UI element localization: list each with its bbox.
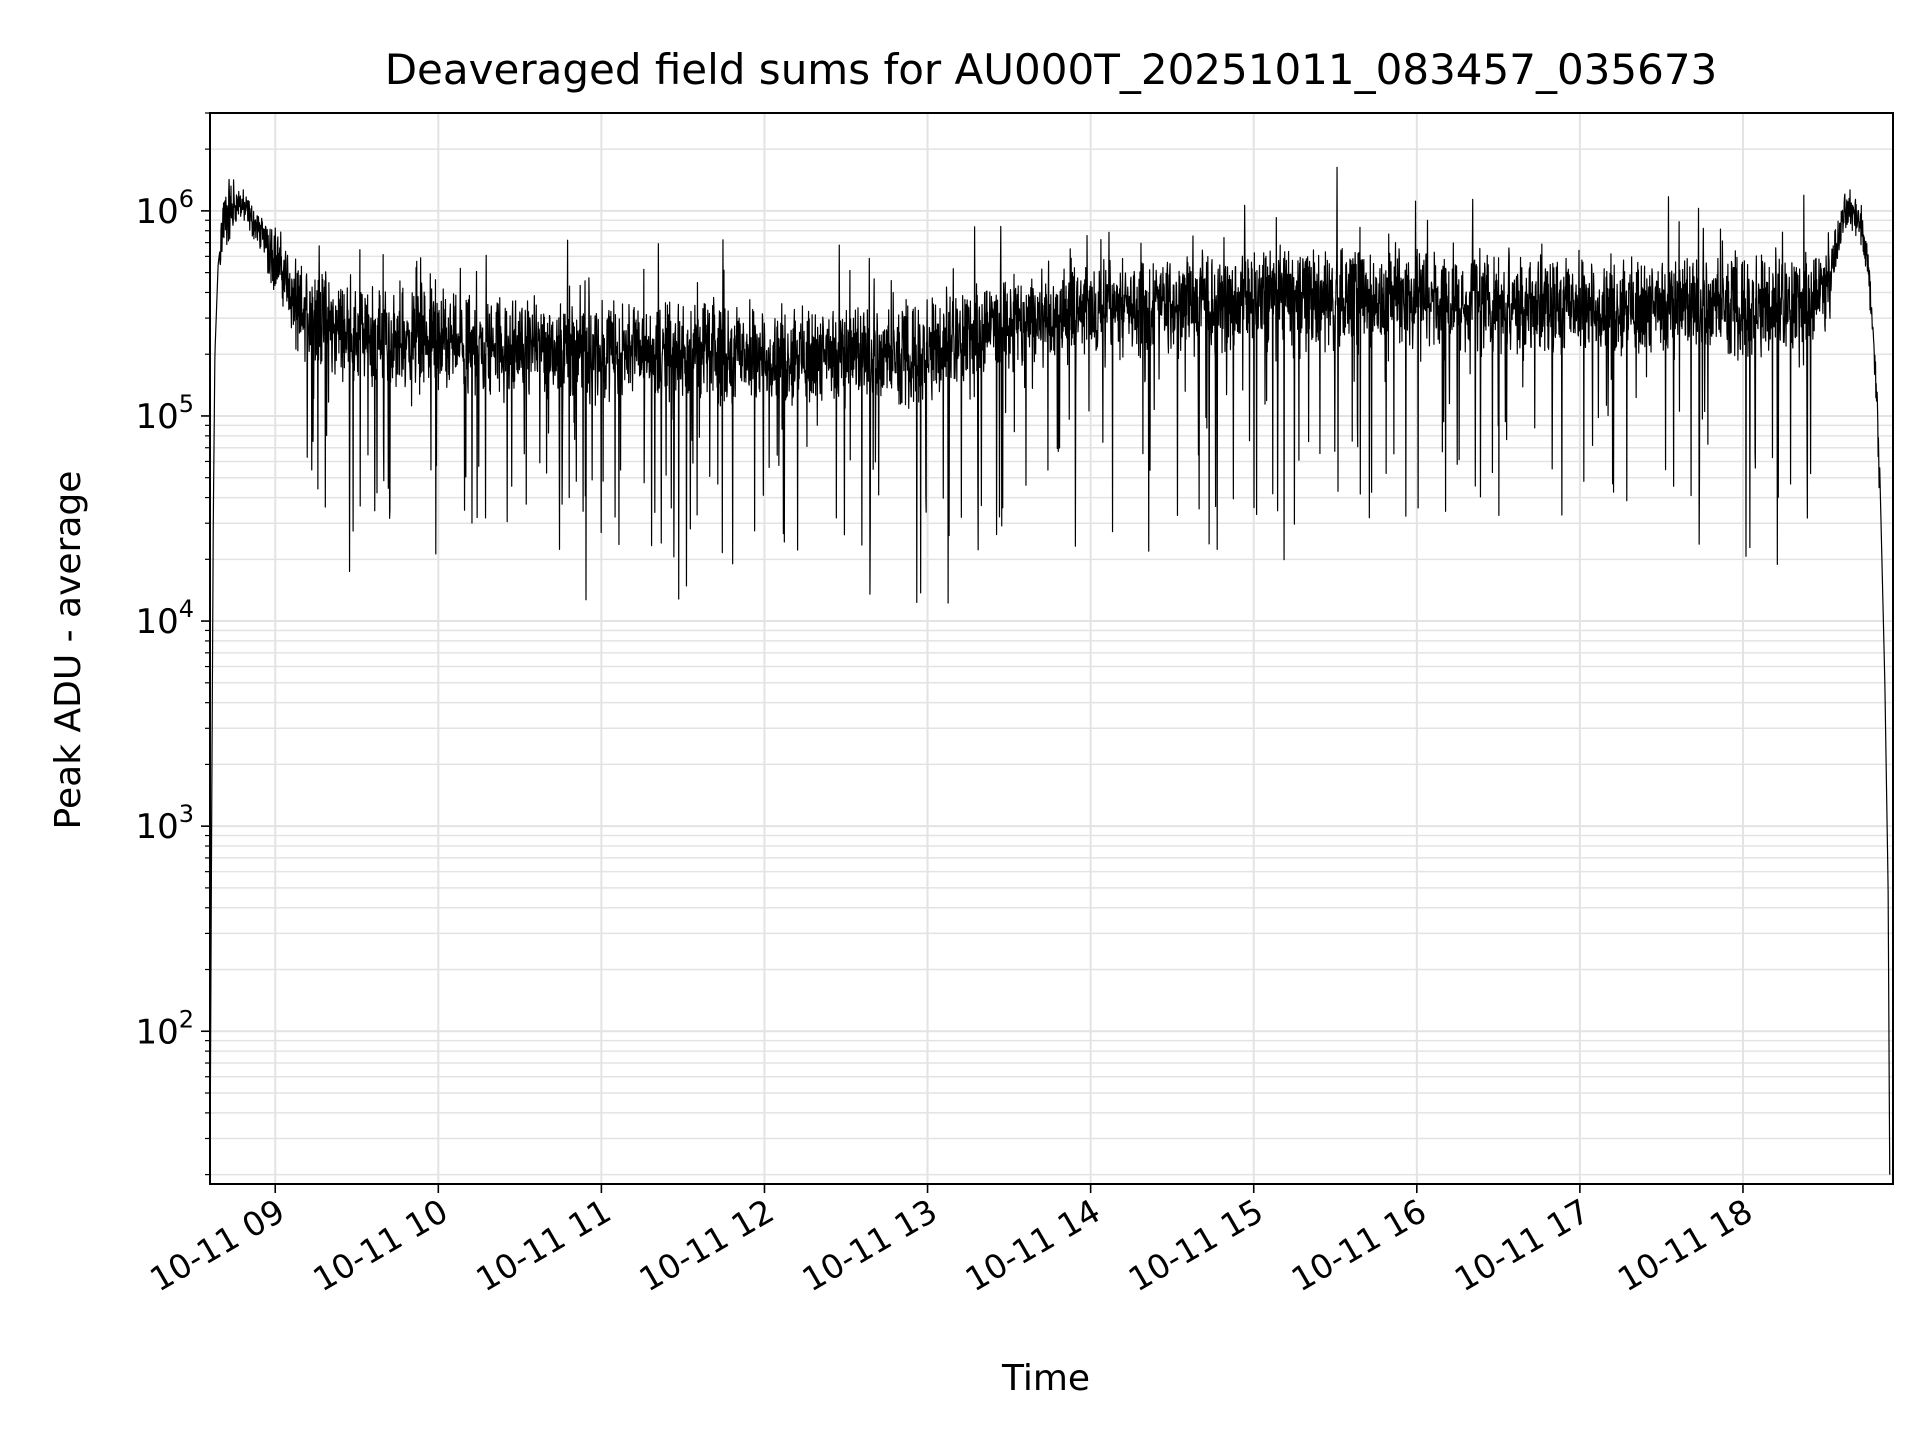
series-layer [209,166,1891,1175]
x-axis-label: Time [1001,1358,1090,1399]
y-tick-label: 105 [135,390,194,437]
y-tick-label: 104 [135,595,194,642]
y-tick-label: 106 [135,185,194,232]
series-line [209,166,1891,1175]
chart-title: Deaveraged field sums for AU000T_2025101… [385,45,1718,94]
axes-frame [209,112,1894,1185]
y-axis-label: Peak ADU - average [48,471,89,830]
y-tick-label: 102 [135,1005,194,1052]
y-axis: 102 103 104 105 106 [135,112,210,1176]
y-tick-label: 103 [135,800,194,847]
